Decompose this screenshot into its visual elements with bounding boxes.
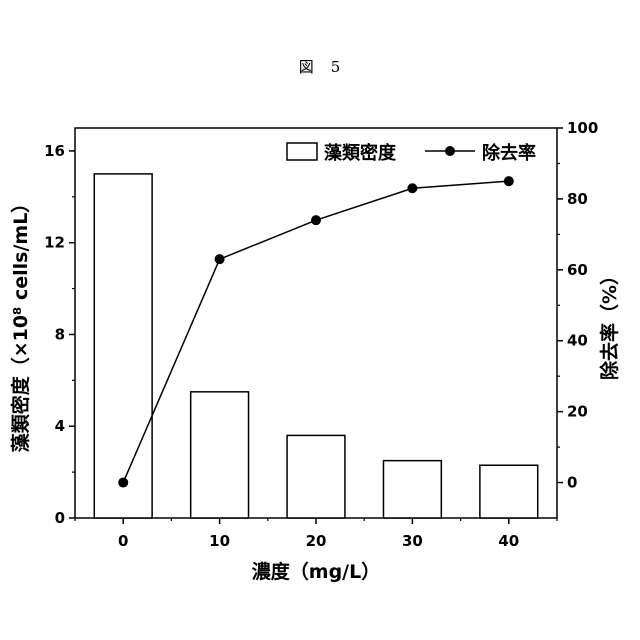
y-axis-left-label: 藻類密度（×10⁸ cells/mL） bbox=[9, 194, 32, 453]
y-left-tick-label: 0 bbox=[55, 509, 65, 527]
y-right-tick-label: 0 bbox=[567, 474, 577, 492]
y-left-tick-label: 12 bbox=[44, 234, 65, 252]
legend-line-marker bbox=[445, 146, 455, 156]
x-tick-label: 30 bbox=[402, 532, 423, 550]
y-right-tick-label: 20 bbox=[567, 403, 588, 421]
x-tick-label: 0 bbox=[118, 532, 128, 550]
removal-rate-point-3 bbox=[407, 183, 417, 193]
removal-rate-point-2 bbox=[311, 215, 321, 225]
bar-4 bbox=[480, 465, 538, 518]
bars-group bbox=[94, 174, 537, 518]
bar-2 bbox=[287, 435, 345, 518]
x-tick-label: 40 bbox=[498, 532, 519, 550]
bar-0 bbox=[94, 174, 152, 518]
legend-bar-swatch bbox=[287, 143, 317, 160]
bar-1 bbox=[191, 392, 249, 518]
y-left-tick-label: 16 bbox=[44, 142, 65, 160]
removal-rate-point-1 bbox=[215, 254, 225, 264]
y-right-tick-label: 60 bbox=[567, 261, 588, 279]
x-tick-label: 10 bbox=[209, 532, 230, 550]
y-right-tick-label: 80 bbox=[567, 190, 588, 208]
legend-bar-label: 藻類密度 bbox=[324, 142, 397, 164]
bar-3 bbox=[383, 461, 441, 518]
removal-rate-point-4 bbox=[504, 176, 514, 186]
y-left-tick-label: 8 bbox=[55, 325, 65, 343]
removal-rate-point-0 bbox=[118, 478, 128, 488]
y-left-tick-label: 4 bbox=[55, 417, 65, 435]
legend-line-label: 除去率 bbox=[482, 142, 536, 164]
x-axis-label: 濃度（mg/L） bbox=[252, 560, 380, 583]
y-right-tick-label: 40 bbox=[567, 332, 588, 350]
x-tick-label: 20 bbox=[306, 532, 327, 550]
y-right-tick-label: 100 bbox=[567, 119, 598, 137]
legend: 藻類密度 除去率 bbox=[287, 142, 536, 164]
y-axis-right-label: 除去率（%） bbox=[598, 266, 621, 380]
